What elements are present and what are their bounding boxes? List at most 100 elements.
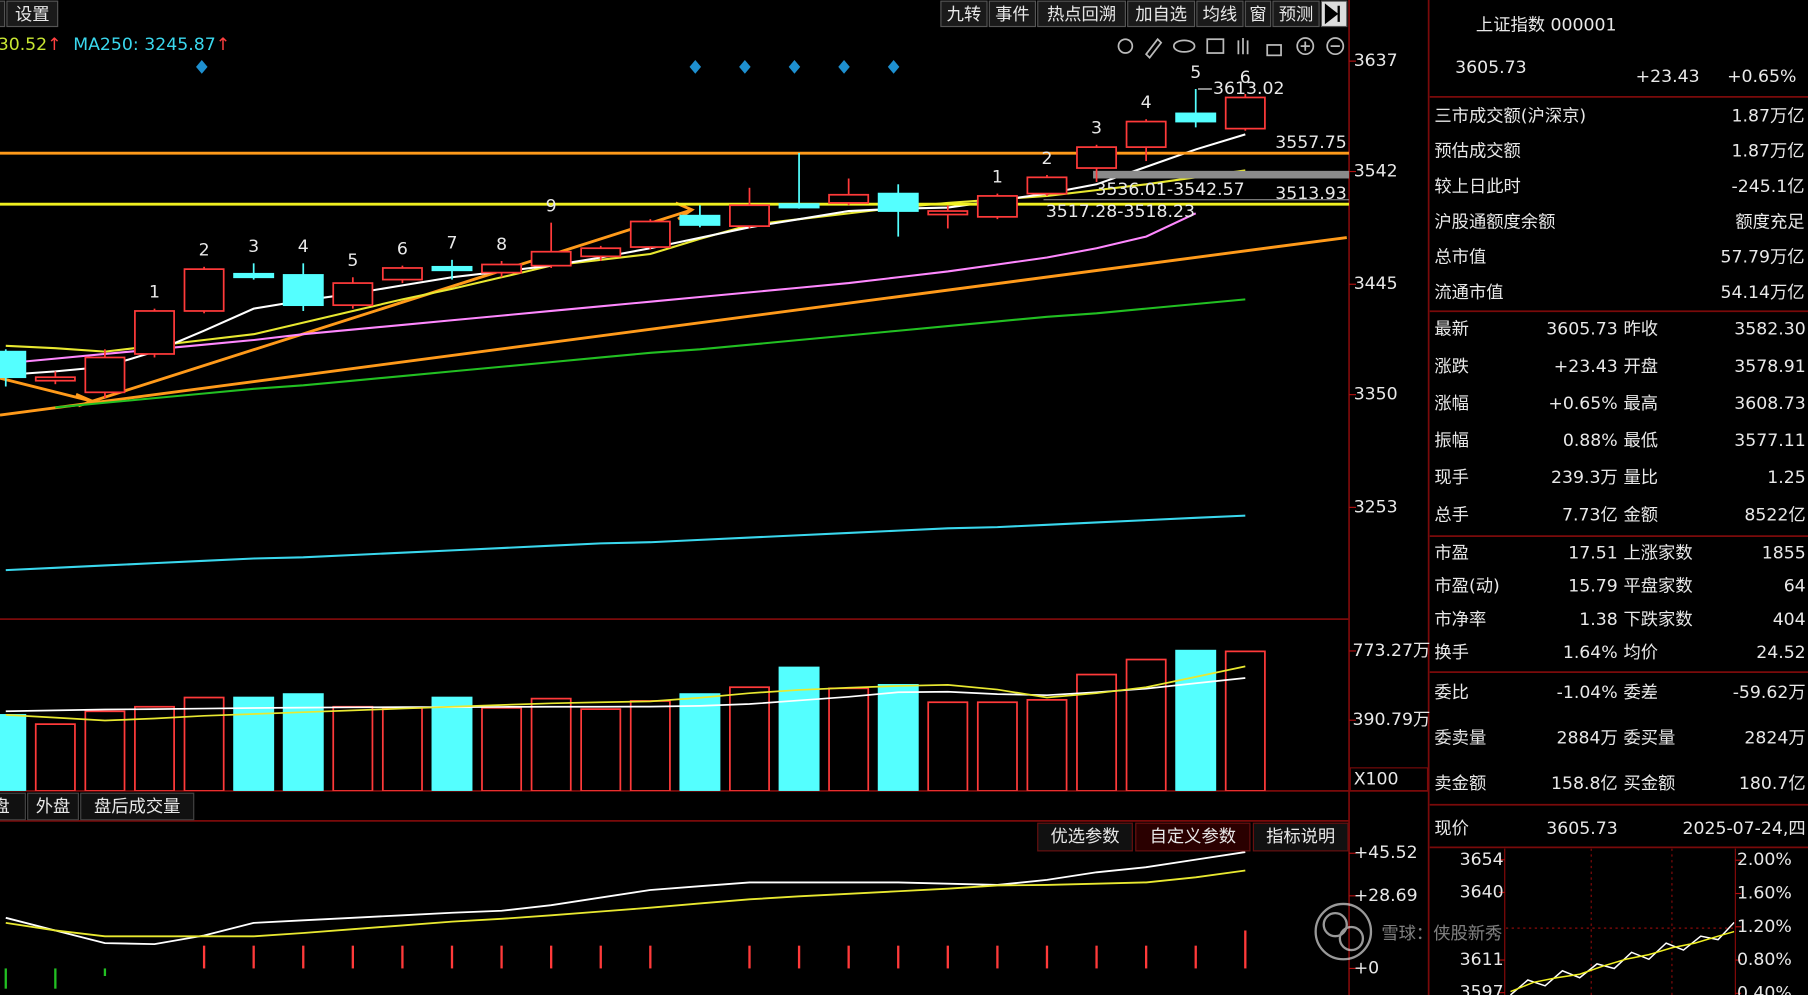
stat-label: 较上日此时 xyxy=(1434,177,1520,197)
ma-arrow: ↑ xyxy=(47,35,61,55)
stat-value: 2824万 xyxy=(1744,728,1805,748)
tab[interactable] xyxy=(0,792,26,821)
y-tick-label: 3637 xyxy=(1354,51,1398,71)
stat-value: -245.1亿 xyxy=(1732,177,1805,197)
y-tick-label: +28.69 xyxy=(1354,886,1418,906)
stat-label: 均价 xyxy=(1624,643,1659,663)
tool-icons xyxy=(1117,37,1345,59)
stat-value: 1855 xyxy=(1762,543,1806,563)
stat-label: 流通市值 xyxy=(1434,283,1503,303)
unit-box xyxy=(1349,767,1429,792)
stat-label: 委差 xyxy=(1624,683,1659,703)
y-tick-label: 773.27万 xyxy=(1353,641,1431,661)
ma-line xyxy=(5,133,1246,376)
toolbar-button[interactable] xyxy=(1127,0,1196,28)
candle-body xyxy=(84,356,126,394)
ma-header: 30.52↑ MA250: 3245.87↑ xyxy=(0,35,230,55)
volume-bar xyxy=(976,701,1018,791)
toolbar-button[interactable] xyxy=(940,0,988,28)
tab[interactable] xyxy=(27,792,79,821)
candle-body xyxy=(679,214,721,226)
tab-label: 盘 xyxy=(0,797,10,817)
count-label: 6 xyxy=(397,240,408,260)
y-tick-label: 3253 xyxy=(1354,497,1398,517)
stat-label: 买金额 xyxy=(1624,774,1676,794)
candle-body xyxy=(877,192,919,212)
candle-body xyxy=(729,204,770,228)
count-label: 5 xyxy=(347,251,358,271)
candle-body xyxy=(778,203,820,209)
stat-value: 180.7亿 xyxy=(1739,774,1806,794)
count-label: 4 xyxy=(298,237,309,257)
gap-label: 3536.01-3542.57 xyxy=(1095,180,1244,200)
toolbar-label: 热点回溯 xyxy=(1047,5,1116,25)
stat-value: 3605.73 xyxy=(1546,320,1617,340)
candle-body xyxy=(1026,176,1068,195)
indicator-panel xyxy=(4,851,1247,989)
volume-bar xyxy=(282,693,324,791)
gap-zone xyxy=(1043,199,1350,201)
stat-value: 3578.91 xyxy=(1734,357,1805,377)
gap-label: 3517.28-3518.23 xyxy=(1046,202,1195,222)
ma-value: 30.52 xyxy=(0,35,47,55)
candle-body xyxy=(282,274,324,307)
stat-value: 3608.73 xyxy=(1734,394,1805,414)
toolbar-button[interactable] xyxy=(1196,0,1244,28)
stat-value: +23.43 xyxy=(1554,357,1618,377)
volume-ma-line xyxy=(5,677,1246,713)
stat-value: 1.38 xyxy=(1579,610,1617,630)
stat-label: 最新 xyxy=(1434,320,1469,340)
tab[interactable] xyxy=(80,792,195,821)
gap-zone xyxy=(1093,170,1350,179)
toolbar-icon xyxy=(1324,3,1340,25)
toolbar-label: 九转 xyxy=(947,5,982,25)
stat-label: 三市成交额(沪深京) xyxy=(1434,106,1586,126)
indicator-button[interactable] xyxy=(1037,822,1133,852)
price-line-label: 3557.75 xyxy=(1275,133,1346,153)
volume-bar xyxy=(927,701,969,791)
indicator-button[interactable] xyxy=(1135,822,1251,852)
stat-label: 平盘家数 xyxy=(1624,577,1693,597)
ma-line xyxy=(5,169,1246,353)
candle-body xyxy=(1224,96,1266,130)
stat-label: 总手 xyxy=(1434,505,1469,525)
stat-label: 量比 xyxy=(1624,468,1659,488)
volume-bar xyxy=(34,723,76,791)
stat-value: 404 xyxy=(1773,610,1806,630)
candle-body xyxy=(233,272,275,279)
price-panel: 3557.75 3513.93 3536.01-3542.573517.28-351… xyxy=(0,59,1350,572)
stat-label: 市净率 xyxy=(1434,610,1486,630)
stat-label: 上涨家数 xyxy=(1624,543,1693,563)
volume-bar xyxy=(679,693,721,791)
toolbar-label: 事件 xyxy=(995,5,1030,25)
indicator-button[interactable] xyxy=(1252,822,1349,852)
toolbar-button[interactable] xyxy=(6,0,59,28)
stat-value: 57.79万亿 xyxy=(1720,248,1804,268)
stat-value: 15.79 xyxy=(1568,577,1617,597)
intraday-tick-label: 3654 xyxy=(1460,850,1504,870)
intraday-tick-label: 2.00% xyxy=(1737,850,1792,870)
toolbar-button[interactable] xyxy=(988,0,1037,28)
stat-label: 市盈(动) xyxy=(1434,577,1499,597)
volume-bar xyxy=(183,696,225,791)
indicator-line xyxy=(5,851,1246,946)
intraday-tick-label: 0.80% xyxy=(1737,950,1792,970)
count-label: 3 xyxy=(248,237,259,257)
intraday-date: 2025-07-24,四 xyxy=(1682,819,1805,839)
volume-bar xyxy=(580,708,622,791)
price-line-label: 3513.93 xyxy=(1275,184,1346,204)
stat-label: 沪股通额度余额 xyxy=(1434,212,1555,232)
toolbar-label: 窗 xyxy=(1249,5,1266,25)
volume-bar xyxy=(0,714,27,791)
volume-bar xyxy=(233,696,275,791)
toolbar-button[interactable] xyxy=(0,0,6,28)
high-label: 3613.02 xyxy=(1213,79,1284,99)
volume-ma-line xyxy=(5,665,1246,722)
toolbar-button[interactable] xyxy=(1037,0,1126,28)
count-label: 4 xyxy=(1141,93,1152,113)
toolbar-button[interactable] xyxy=(1244,0,1272,28)
y-tick-label: 3542 xyxy=(1354,162,1398,182)
toolbar-button[interactable] xyxy=(1272,0,1320,28)
count-label: 8 xyxy=(496,235,507,255)
